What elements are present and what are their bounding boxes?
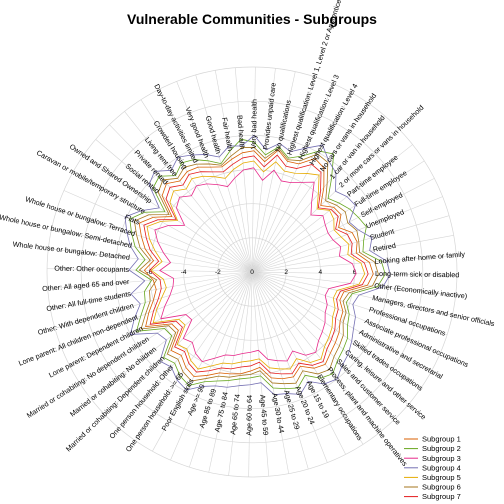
series-lines — [124, 134, 391, 396]
spoke-label: Other: Other occupants — [54, 264, 129, 274]
grid-spoke — [208, 271, 253, 473]
grid-spoke — [51, 228, 253, 273]
grid-spoke — [119, 271, 253, 429]
grid-spoke — [251, 271, 270, 477]
grid-spoke — [251, 254, 457, 273]
grid-circle — [217, 237, 287, 307]
grid-spoke — [158, 89, 253, 273]
grid-spoke — [251, 271, 409, 405]
grid-spoke — [251, 178, 435, 273]
grid-spoke — [251, 67, 256, 273]
grid-spoke — [251, 68, 276, 273]
radial-tick-label: 4 — [319, 269, 323, 276]
grid-spoke — [251, 271, 328, 463]
legend-label: Subgroup 6 — [422, 483, 461, 492]
radial-tick-label: 6 — [353, 269, 357, 276]
grid-circle — [149, 169, 355, 375]
grid-circle — [183, 203, 321, 341]
spoke-label: Age 60 to 64 — [244, 395, 254, 436]
spoke-label: Long-term sick or disabled — [375, 269, 459, 279]
grid-spoke — [95, 139, 253, 273]
legend-label: Subgroup 7 — [422, 492, 461, 501]
grid-spoke — [63, 190, 253, 273]
grid-spoke — [79, 271, 253, 384]
grid-spoke — [251, 215, 450, 273]
spoke-label: Age 30 to 44 — [270, 392, 286, 434]
series-line-6 — [134, 146, 379, 385]
grid-spoke — [135, 271, 253, 441]
radial-tick-labels: -6 -4 -2 0 2 4 6 — [147, 269, 357, 276]
grid-spoke — [251, 271, 448, 335]
spoke-labels: RetiredStudentUnemployedSelf-employedFul… — [0, 0, 496, 468]
grid-spoke — [47, 271, 253, 290]
chart-title: Vulnerable Communities - Subgroups — [127, 11, 377, 27]
grid-spoke — [251, 271, 457, 276]
series-line-7 — [143, 154, 369, 375]
radial-tick-label: -6 — [147, 269, 153, 276]
spoke-label: Very bad health — [249, 99, 259, 149]
spoke-label: Retired — [372, 241, 396, 254]
grid-spoke — [72, 172, 253, 273]
grid-spoke — [251, 83, 334, 273]
grid-spoke — [251, 271, 456, 296]
grid-spoke — [251, 103, 369, 273]
series-line-3 — [154, 167, 357, 362]
spoke-label: Looking after home or family — [374, 249, 466, 265]
radial-tick-label: 0 — [250, 269, 254, 276]
grid-spoke — [251, 144, 413, 273]
series-line-1 — [138, 149, 374, 380]
grid-spoke — [83, 155, 253, 273]
grid-spoke — [189, 271, 253, 468]
grid-spoke — [251, 271, 309, 470]
grid-circle — [46, 66, 458, 478]
grid-spoke — [251, 271, 421, 389]
grid-spoke — [251, 271, 364, 445]
spoke-label: Bad health — [235, 115, 247, 150]
legend-label: Subgroup 5 — [422, 473, 461, 482]
grid-spoke — [251, 235, 454, 273]
grid-spoke — [195, 74, 253, 273]
series-line-4 — [124, 134, 391, 396]
spoke-label: Student — [369, 227, 395, 242]
radial-tick-label: 2 — [284, 269, 288, 276]
legend-label: Subgroup 2 — [422, 444, 461, 453]
grid-spoke — [215, 70, 253, 273]
grid-circle — [80, 100, 424, 444]
legend-label: Subgroup 1 — [422, 435, 461, 444]
grid-spoke — [109, 124, 253, 273]
radial-tick-label: -4 — [181, 269, 187, 276]
grid-circle — [114, 134, 390, 410]
grid-spoke — [251, 271, 395, 420]
grid-spoke — [124, 111, 253, 273]
grid-spoke — [251, 271, 432, 372]
grid-spoke — [251, 76, 315, 273]
grid-spoke — [50, 271, 253, 309]
grid-spoke — [56, 209, 253, 273]
radial-tick-label: -2 — [215, 269, 221, 276]
spoke-label: Age 65 to 74 — [228, 394, 242, 436]
grid-spoke — [251, 71, 296, 273]
series-line-2 — [129, 138, 386, 390]
grid-spoke — [104, 271, 253, 415]
legend-label: Subgroup 3 — [422, 454, 461, 463]
legend-label: Subgroup 4 — [422, 463, 461, 472]
series-line-5 — [146, 160, 366, 370]
spoke-label: Age 45 to 59 — [258, 394, 270, 435]
